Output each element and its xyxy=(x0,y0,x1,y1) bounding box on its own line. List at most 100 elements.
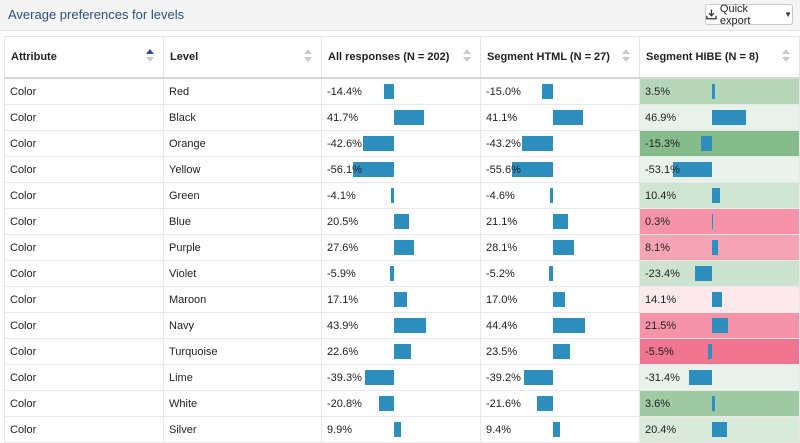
cell-level: Red xyxy=(163,77,322,105)
bar-mark xyxy=(553,318,586,333)
panel-title: Average preferences for levels xyxy=(8,7,185,22)
table-row: Color Maroon 17.1% 17.0% 14.1% xyxy=(4,286,800,313)
bar-mark xyxy=(549,188,553,203)
sort-icon[interactable] xyxy=(463,49,471,65)
bar-mark xyxy=(537,396,553,411)
cell-level: Green xyxy=(163,182,322,209)
bar-mark xyxy=(553,110,583,125)
cell-level: Turquoise xyxy=(163,338,322,365)
cell-segment-html: 9.4% xyxy=(480,416,640,443)
bar-mark xyxy=(512,162,553,177)
bar-mark xyxy=(394,110,425,125)
bar-mark xyxy=(391,188,394,203)
bar-mark xyxy=(694,266,712,281)
cell-segment-hibe: 3.5% xyxy=(639,77,800,105)
cell-level: Purple xyxy=(163,234,322,261)
cell-segment-html: -39.2% xyxy=(480,364,640,391)
cell-all-responses: 43.9% xyxy=(321,312,481,339)
bar-mark xyxy=(362,136,394,151)
column-header-segment-hibe[interactable]: Segment HIBE (N = 8) xyxy=(639,36,800,79)
table-row: Color Red -14.4% -15.0% 3.5% xyxy=(4,77,800,105)
quick-export-button[interactable]: Quick export ▼ xyxy=(705,2,793,27)
bar-mark xyxy=(553,214,569,229)
cell-level: Orange xyxy=(163,130,322,157)
sort-icon[interactable] xyxy=(146,49,154,65)
column-header-all-responses[interactable]: All responses (N = 202) xyxy=(321,36,481,79)
cell-segment-html: -4.6% xyxy=(480,182,640,209)
chevron-down-icon: ▼ xyxy=(784,10,792,19)
cell-attribute: Color xyxy=(4,260,164,287)
table-row: Color Yellow -56.1% -55.6% -53.1% xyxy=(4,156,800,183)
bar-mark xyxy=(553,292,566,307)
sort-icon[interactable] xyxy=(622,49,630,65)
bar-mark xyxy=(365,370,394,385)
column-header-level[interactable]: Level xyxy=(163,36,322,79)
bar-mark xyxy=(712,188,720,203)
bar-mark xyxy=(353,162,394,177)
cell-attribute: Color xyxy=(4,104,164,131)
cell-level: Maroon xyxy=(163,286,322,313)
cell-attribute: Color xyxy=(4,208,164,235)
cell-segment-html: -43.2% xyxy=(480,130,640,157)
bar-mark xyxy=(549,266,553,281)
bar-mark xyxy=(553,344,571,359)
sort-icon[interactable] xyxy=(304,49,312,65)
table-row: Color Purple 27.6% 28.1% 8.1% xyxy=(4,234,800,261)
bar-mark xyxy=(553,240,574,255)
cell-segment-html: 28.1% xyxy=(480,234,640,261)
cell-attribute: Color xyxy=(4,77,164,105)
panel-header: Average preferences for levels Quick exp… xyxy=(0,0,800,31)
cell-all-responses: -14.4% xyxy=(321,77,481,105)
cell-segment-html: 21.1% xyxy=(480,208,640,235)
cell-all-responses: -4.1% xyxy=(321,182,481,209)
bar-mark xyxy=(712,396,715,411)
sort-icon[interactable] xyxy=(782,49,790,65)
cell-segment-hibe: 20.4% xyxy=(639,416,800,443)
table-row: Color Navy 43.9% 44.4% 21.5% xyxy=(4,312,800,339)
cell-segment-html: 41.1% xyxy=(480,104,640,131)
bar-mark xyxy=(708,344,712,359)
cell-segment-hibe: 14.1% xyxy=(639,286,800,313)
column-header-segment-html[interactable]: Segment HTML (N = 27) xyxy=(480,36,640,79)
bar-mark xyxy=(394,214,409,229)
cell-segment-html: -55.6% xyxy=(480,156,640,183)
bar-mark xyxy=(553,422,560,437)
cell-attribute: Color xyxy=(4,416,164,443)
cell-attribute: Color xyxy=(4,156,164,183)
cell-segment-hibe: 46.9% xyxy=(639,104,800,131)
cell-level: Yellow xyxy=(163,156,322,183)
cell-attribute: Color xyxy=(4,312,164,339)
cell-level: Lime xyxy=(163,364,322,391)
bar-mark xyxy=(524,370,553,385)
cell-segment-hibe: -23.4% xyxy=(639,260,800,287)
bar-mark xyxy=(712,318,728,333)
cell-segment-html: 23.5% xyxy=(480,338,640,365)
bar-mark xyxy=(712,422,727,437)
cell-all-responses: 9.9% xyxy=(321,416,481,443)
cell-attribute: Color xyxy=(4,364,164,391)
cell-segment-hibe: -5.5% xyxy=(639,338,800,365)
cell-segment-hibe: 3.6% xyxy=(639,390,800,417)
bar-mark xyxy=(712,110,747,125)
bar-mark xyxy=(394,240,415,255)
table-row: Color Blue 20.5% 21.1% 0.3% xyxy=(4,208,800,235)
cell-attribute: Color xyxy=(4,130,164,157)
preferences-table: Attribute Level All responses (N = 202) … xyxy=(4,36,800,443)
bar-mark xyxy=(700,136,712,151)
cell-segment-hibe: 8.1% xyxy=(639,234,800,261)
column-header-attribute[interactable]: Attribute xyxy=(4,36,164,79)
cell-all-responses: -20.8% xyxy=(321,390,481,417)
cell-segment-html: -5.2% xyxy=(480,260,640,287)
bar-mark xyxy=(394,318,426,333)
bar-mark xyxy=(712,292,723,307)
table-row: Color Lime -39.3% -39.2% -31.4% xyxy=(4,364,800,391)
table-row: Color Violet -5.9% -5.2% -23.4% xyxy=(4,260,800,287)
bar-mark xyxy=(712,214,713,229)
cell-level: Silver xyxy=(163,416,322,443)
cell-all-responses: 20.5% xyxy=(321,208,481,235)
quick-export-label: Quick export xyxy=(719,2,751,27)
cell-segment-html: 44.4% xyxy=(480,312,640,339)
bar-mark xyxy=(394,292,407,307)
cell-segment-hibe: 21.5% xyxy=(639,312,800,339)
cell-attribute: Color xyxy=(4,234,164,261)
